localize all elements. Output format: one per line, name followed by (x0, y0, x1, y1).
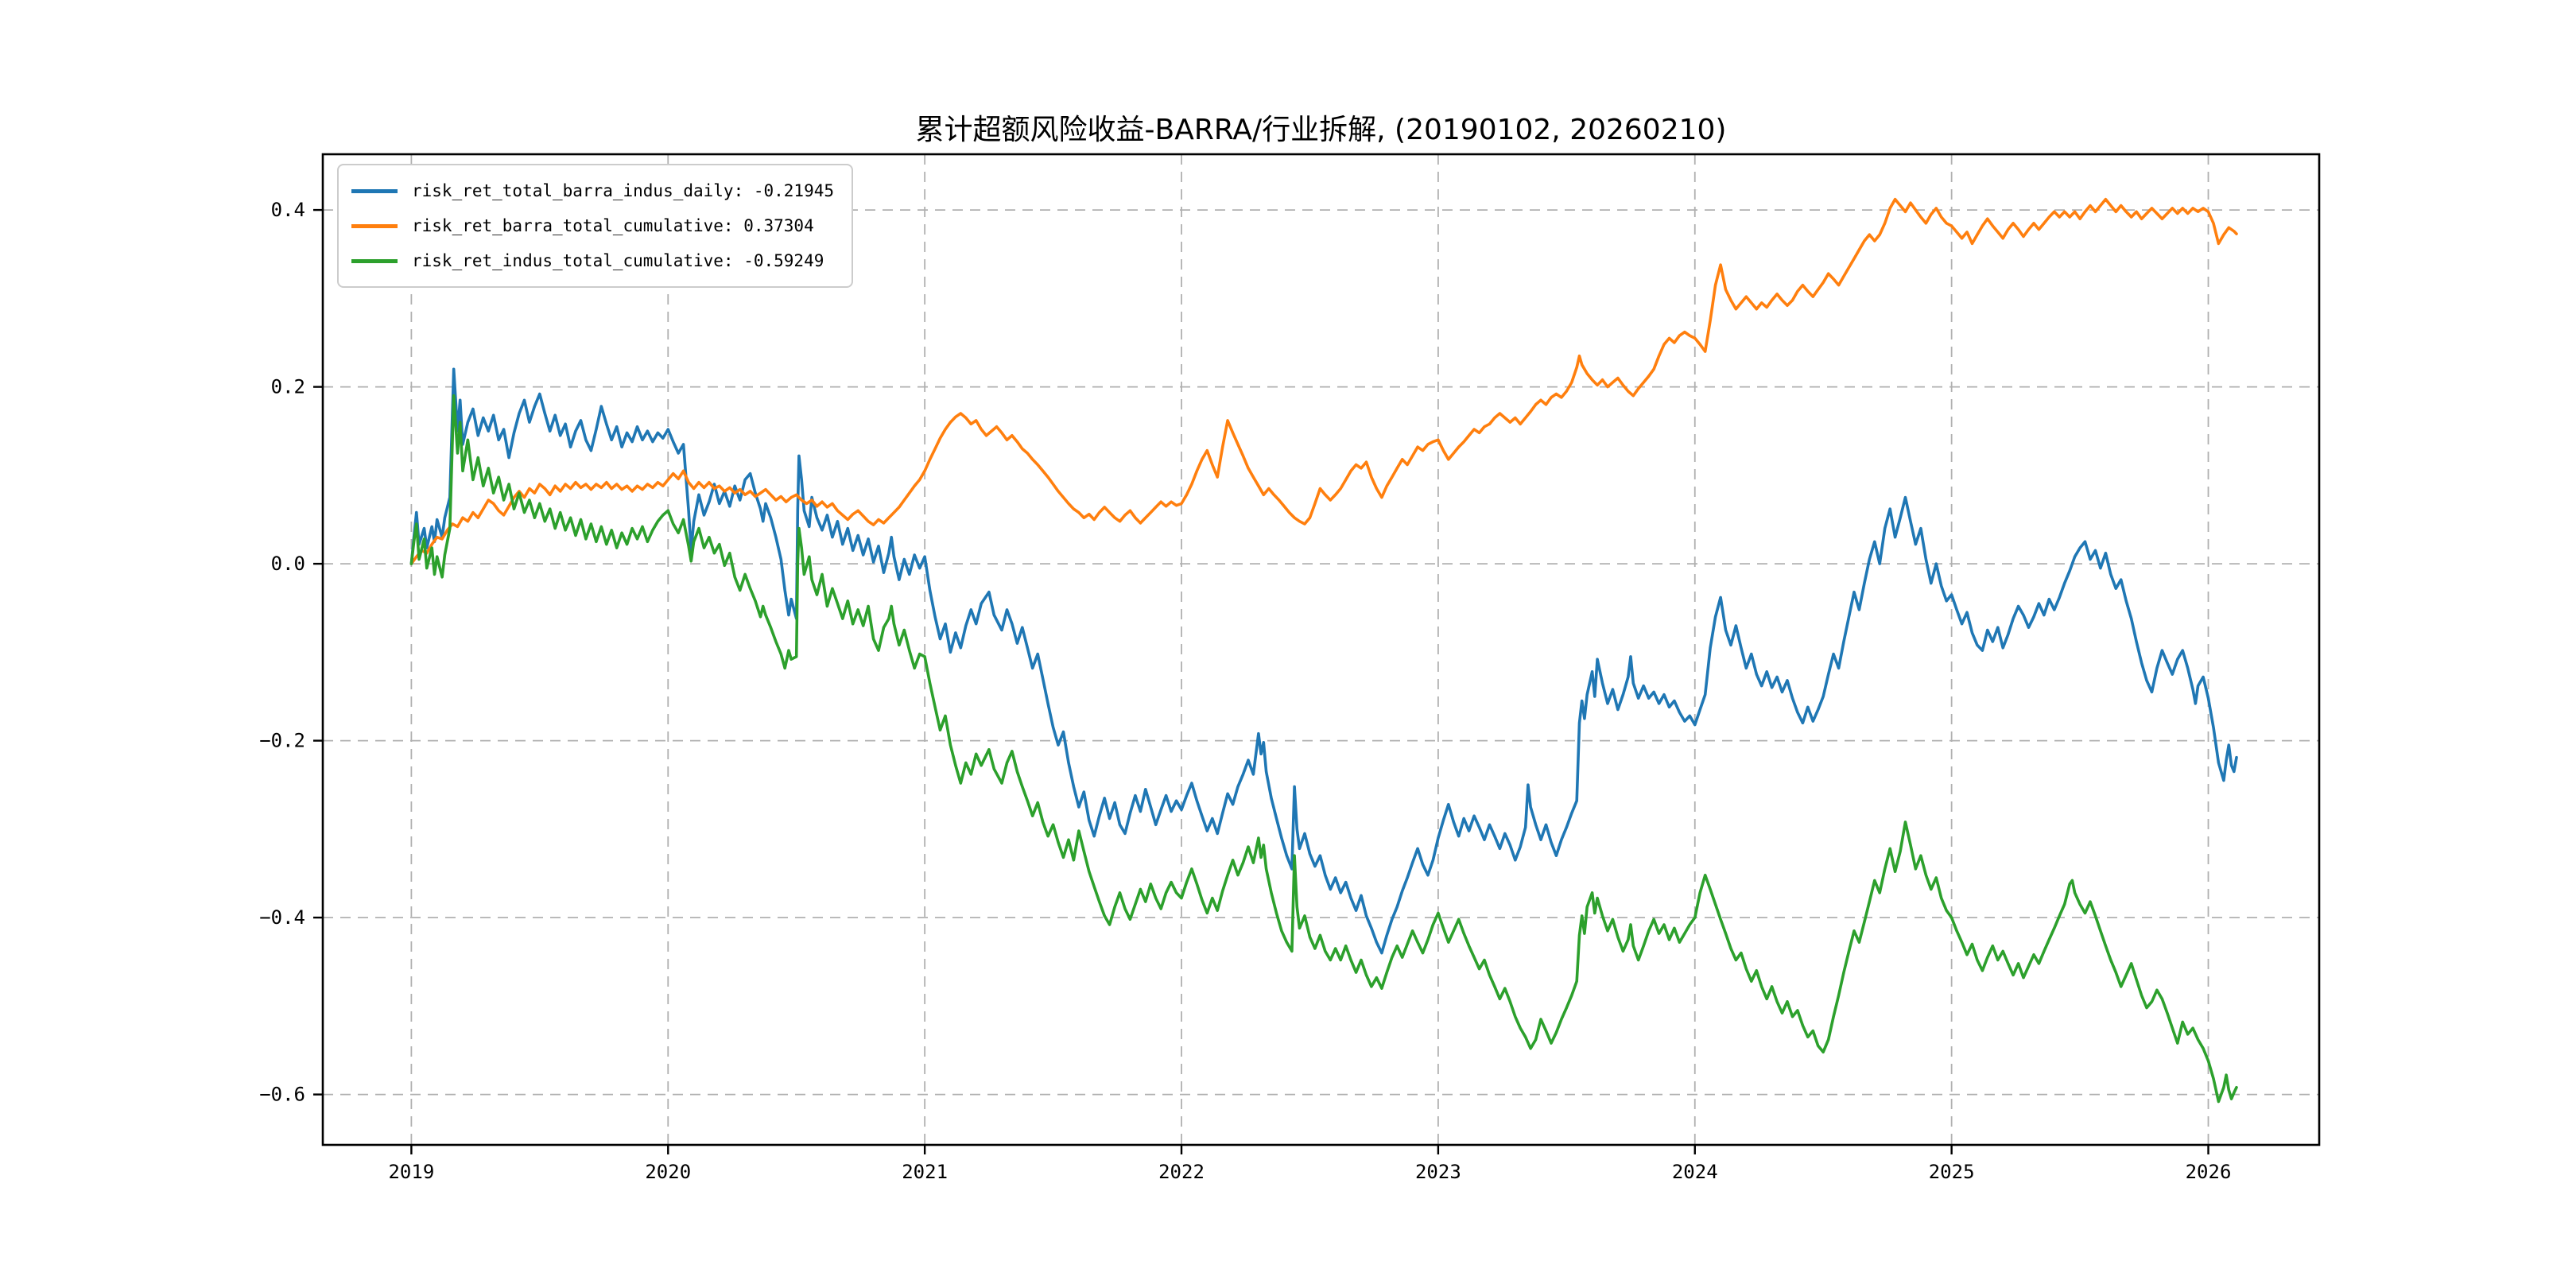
legend-item: risk_ret_indus_total_cumulative: -0.5924… (351, 243, 834, 278)
legend: risk_ret_total_barra_indus_daily: -0.219… (337, 164, 854, 288)
x-tick-label: 2024 (1672, 1161, 1718, 1183)
legend-item: risk_ret_total_barra_indus_daily: -0.219… (351, 173, 834, 208)
legend-swatch-green (351, 258, 398, 263)
legend-item: risk_ret_barra_total_cumulative: 0.37304 (351, 208, 834, 243)
y-tick-label: −0.4 (259, 906, 305, 929)
x-tick-label: 2022 (1158, 1161, 1205, 1183)
x-tick-label: 2021 (902, 1161, 948, 1183)
y-tick-label: 0.4 (271, 199, 305, 221)
legend-swatch-blue (351, 188, 398, 193)
axes-spines (321, 153, 2321, 1146)
chart-title: 累计超额风险收益-BARRA/行业拆解, (20190102, 20260210… (915, 114, 1727, 146)
legend-label: risk_ret_indus_total_cumulative: -0.5924… (412, 251, 824, 270)
x-tick-label: 2023 (1415, 1161, 1461, 1183)
legend-label: risk_ret_barra_total_cumulative: 0.37304 (412, 216, 814, 235)
y-tick-label: −0.6 (259, 1084, 305, 1106)
series-line-risk_ret_total_barra_indus_daily (409, 367, 2238, 955)
legend-label: risk_ret_total_barra_indus_daily: -0.219… (412, 181, 835, 200)
y-tick-label: 0.2 (271, 376, 305, 398)
legend-swatch-orange (351, 223, 398, 228)
y-tick-label: 0.0 (271, 553, 305, 575)
x-tick-label: 2025 (1929, 1161, 1975, 1183)
series-line-risk_ret_indus_total_cumulative (409, 394, 2238, 1104)
x-tick-label: 2020 (645, 1161, 691, 1183)
x-tick-label: 2019 (388, 1161, 434, 1183)
series-line-risk_ret_barra_total_cumulative (409, 197, 2238, 565)
y-tick-label: −0.2 (259, 730, 305, 752)
x-tick-label: 2026 (2186, 1161, 2232, 1183)
